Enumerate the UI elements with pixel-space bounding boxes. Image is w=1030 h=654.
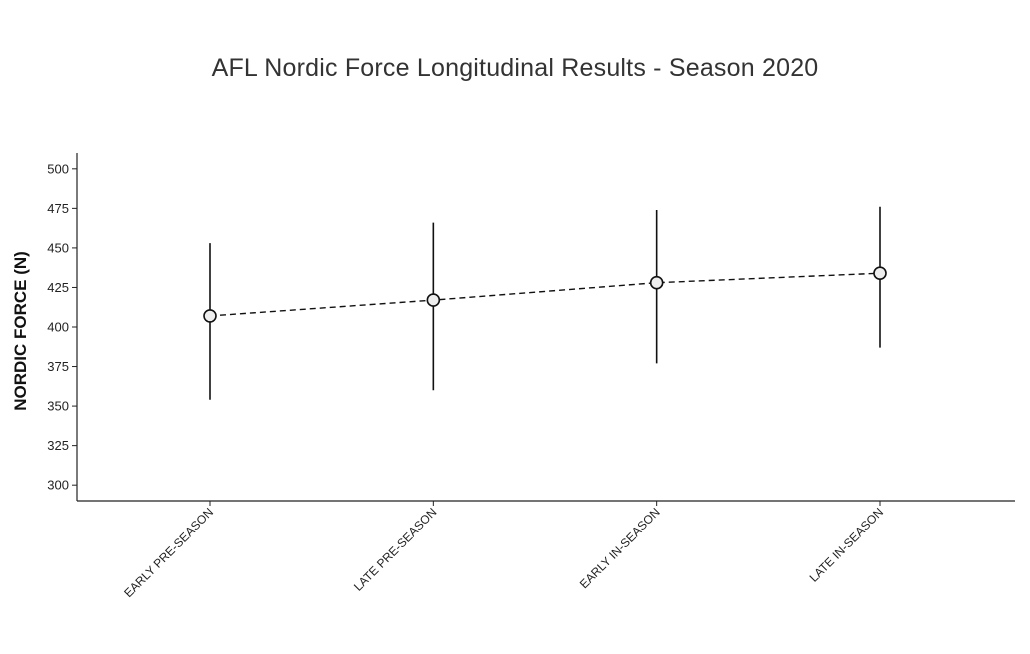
error-bars xyxy=(209,206,881,400)
data-point xyxy=(873,266,887,281)
y-tick-label: 350 xyxy=(47,399,69,414)
y-tick-label: 300 xyxy=(47,478,69,493)
y-tick-label: 425 xyxy=(47,280,69,295)
x-tick-label: EARLY IN-SEASON xyxy=(577,505,663,591)
x-tick-label: EARLY PRE-SEASON xyxy=(121,505,216,600)
axes xyxy=(76,153,1015,502)
y-tick-label: 475 xyxy=(47,201,69,216)
x-tick-label: LATE PRE-SEASON xyxy=(351,505,439,593)
y-ticks: 300 325 350 375 400 425 450 475 500 xyxy=(47,161,77,493)
data-point xyxy=(649,275,664,290)
x-tick-label: LATE IN-SEASON xyxy=(807,505,887,585)
trend-line xyxy=(209,272,881,317)
y-tick-label: 450 xyxy=(47,240,69,255)
trend-line-path xyxy=(209,272,881,317)
y-tick-label: 500 xyxy=(47,161,69,176)
y-tick-label: 325 xyxy=(47,438,69,453)
data-point xyxy=(426,293,441,307)
y-tick-label: 400 xyxy=(47,320,69,335)
y-tick-label: 375 xyxy=(47,359,69,374)
data-point xyxy=(203,309,217,323)
x-ticks: EARLY PRE-SEASON LATE PRE-SEASON EARLY IN-… xyxy=(121,501,886,600)
data-points xyxy=(203,266,887,323)
chart-title: AFL Nordic Force Longitudinal Results - … xyxy=(211,54,819,82)
y-axis-title: NORDIC FORCE (N) xyxy=(11,251,30,411)
